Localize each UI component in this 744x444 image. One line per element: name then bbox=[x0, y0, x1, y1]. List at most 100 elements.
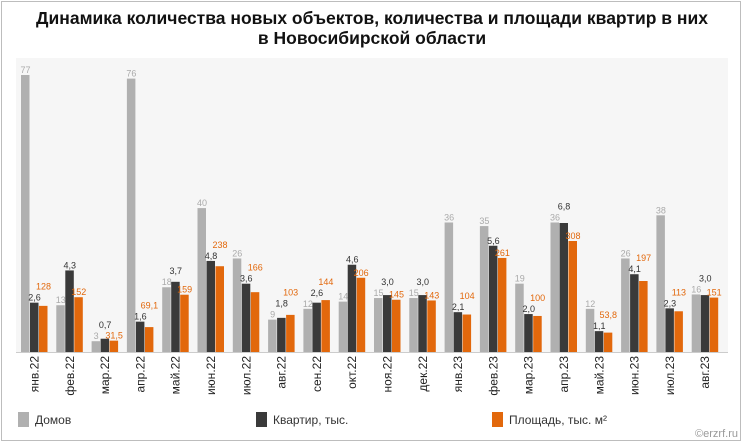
bar-houses bbox=[126, 78, 136, 352]
data-label-apartments: 4,3 bbox=[64, 260, 77, 270]
bar-apartments bbox=[241, 283, 251, 352]
bar-apartments bbox=[312, 302, 321, 352]
bar-area bbox=[286, 314, 295, 352]
x-tick-label: апр.22 bbox=[133, 356, 147, 393]
x-tick-label: фев.23 bbox=[486, 356, 500, 396]
bar-area bbox=[180, 294, 189, 352]
x-tick-label: окт.22 bbox=[345, 356, 359, 389]
bar-houses bbox=[691, 294, 701, 352]
bar-apartments bbox=[524, 314, 533, 352]
x-tick-label: дек.22 bbox=[416, 356, 430, 392]
data-label-area: 128 bbox=[36, 282, 51, 292]
bar-area bbox=[356, 277, 366, 352]
bar-apartments bbox=[347, 264, 357, 352]
data-label-houses: 40 bbox=[197, 198, 207, 208]
legend-label-area: Площадь, тыс. м² bbox=[509, 412, 607, 427]
bar-houses bbox=[303, 308, 312, 352]
data-label-apartments: 6,8 bbox=[558, 201, 571, 211]
bar-area bbox=[497, 257, 507, 352]
data-label-area: 261 bbox=[495, 248, 510, 258]
data-label-area: 197 bbox=[636, 253, 651, 263]
x-tick-label: июл.22 bbox=[239, 356, 253, 395]
x-tick-label: июл.23 bbox=[663, 356, 677, 395]
legend-swatch-apartments bbox=[256, 412, 267, 427]
bar-area bbox=[39, 305, 48, 352]
data-label-area: 151 bbox=[707, 288, 722, 298]
x-tick-label: сен.22 bbox=[310, 356, 324, 392]
data-label-area: 206 bbox=[354, 268, 369, 278]
x-tick-label: янв.22 bbox=[28, 356, 42, 393]
x-tick-label: июн.23 bbox=[628, 356, 642, 395]
data-label-houses: 12 bbox=[585, 299, 595, 309]
bar-apartments bbox=[418, 295, 427, 352]
bar-houses bbox=[409, 298, 418, 352]
data-label-apartments: 2,3 bbox=[664, 298, 677, 308]
bar-area bbox=[144, 327, 154, 352]
bar-houses bbox=[479, 226, 489, 352]
bar-houses bbox=[338, 301, 348, 352]
data-label-area: 113 bbox=[672, 287, 686, 297]
x-tick-label: июн.22 bbox=[204, 356, 218, 395]
data-label-houses: 15 bbox=[409, 288, 419, 298]
bar-apartments bbox=[277, 317, 286, 352]
data-label-houses: 36 bbox=[550, 212, 560, 222]
bar-apartments bbox=[700, 295, 710, 352]
data-label-houses: 16 bbox=[691, 284, 701, 294]
data-label-apartments: 3,0 bbox=[381, 277, 394, 287]
data-label-houses: 36 bbox=[444, 212, 454, 222]
data-label-apartments: 1,6 bbox=[134, 312, 147, 322]
legend-item-area: Площадь, тыс. м² bbox=[492, 412, 607, 427]
bar-houses bbox=[56, 305, 65, 352]
data-label-apartments: 4,8 bbox=[205, 251, 218, 261]
bar-houses bbox=[91, 341, 101, 352]
bar-area bbox=[392, 299, 401, 352]
data-label-area: 308 bbox=[565, 231, 580, 241]
bar-apartments bbox=[171, 281, 180, 352]
bar-apartments bbox=[488, 245, 498, 352]
x-tick-label: май.22 bbox=[169, 356, 183, 395]
x-tick-label: мар.23 bbox=[522, 356, 536, 395]
data-label-apartments: 2,0 bbox=[522, 304, 535, 314]
bar-apartments bbox=[135, 321, 145, 352]
bar-apartments bbox=[30, 302, 39, 352]
bar-houses bbox=[268, 319, 277, 352]
legend-label-apartments: Квартир, тыс. bbox=[273, 412, 349, 427]
data-label-area: 104 bbox=[460, 291, 475, 301]
data-label-houses: 19 bbox=[515, 274, 525, 284]
data-label-apartments: 4,1 bbox=[628, 264, 641, 274]
bar-houses bbox=[515, 283, 524, 352]
legend-swatch-area bbox=[492, 412, 503, 427]
legend-swatch-houses bbox=[18, 412, 29, 427]
data-label-apartments: 2,6 bbox=[28, 293, 41, 303]
data-label-houses: 15 bbox=[373, 288, 383, 298]
watermark: ©erzrf.ru bbox=[695, 428, 738, 440]
legend-item-houses: Домов bbox=[18, 412, 71, 427]
bar-apartments bbox=[206, 260, 215, 352]
x-tick-label: апр.23 bbox=[557, 356, 571, 393]
data-label-area: 166 bbox=[248, 263, 263, 273]
chart-title: Динамика количества новых объектов, коли… bbox=[0, 8, 744, 48]
data-label-area: 69,1 bbox=[141, 301, 159, 311]
bar-area bbox=[533, 315, 542, 352]
data-label-houses: 3 bbox=[94, 331, 99, 341]
x-tick-label: янв.23 bbox=[451, 356, 465, 393]
data-label-houses: 76 bbox=[126, 69, 136, 79]
data-label-apartments: 2,1 bbox=[452, 302, 465, 312]
data-label-houses: 38 bbox=[656, 205, 666, 215]
bar-apartments bbox=[665, 308, 674, 352]
x-tick-label: мар.22 bbox=[98, 356, 112, 395]
x-tick-label: май.23 bbox=[592, 356, 606, 395]
bar-houses bbox=[232, 258, 242, 352]
bar-apartments bbox=[100, 338, 110, 352]
data-label-area: 100 bbox=[530, 293, 545, 303]
data-label-houses: 9 bbox=[270, 310, 275, 320]
data-label-houses: 26 bbox=[621, 248, 631, 258]
bar-area bbox=[603, 332, 613, 352]
data-label-area: 31,5 bbox=[105, 331, 123, 341]
bar-area bbox=[321, 300, 330, 352]
x-tick-label: фев.22 bbox=[63, 356, 77, 396]
title-line-2: в Новосибирской области bbox=[257, 28, 487, 48]
title-line-1: Динамика количества новых объектов, коли… bbox=[36, 8, 708, 28]
bar-area bbox=[215, 266, 224, 352]
